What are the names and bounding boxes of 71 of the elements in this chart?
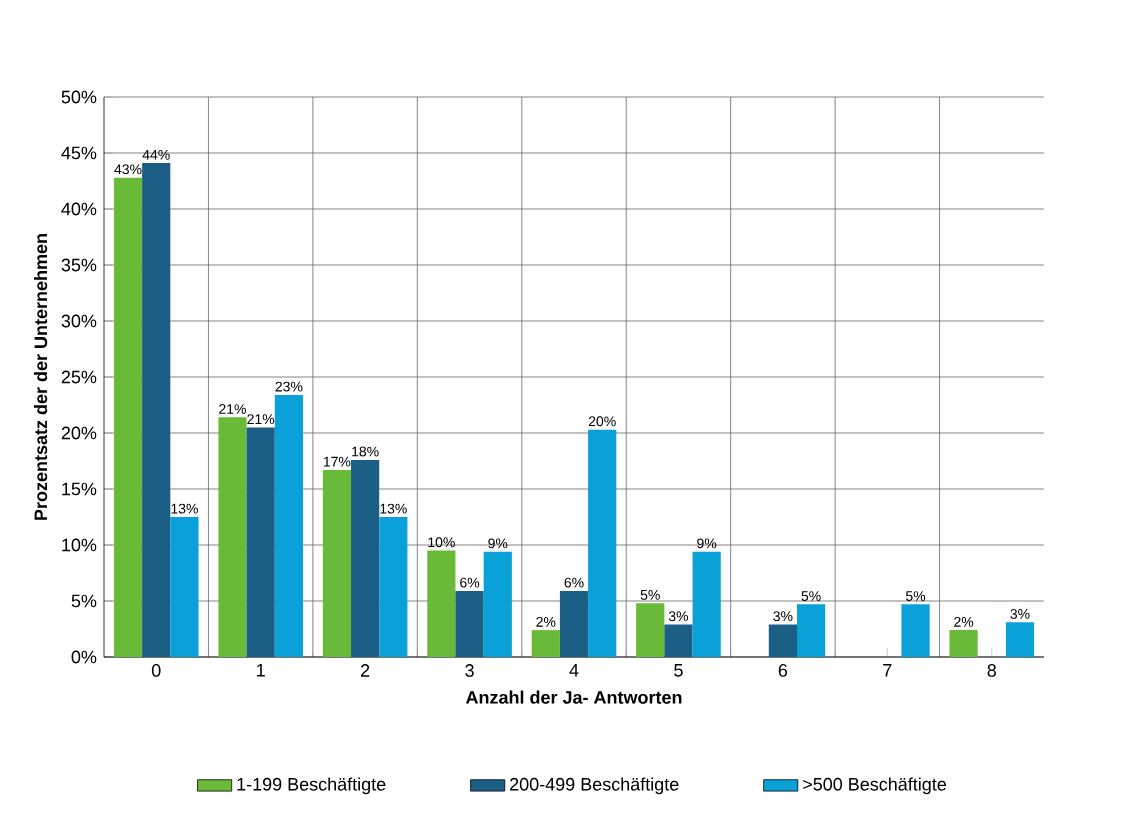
- data-label: 5%: [801, 591, 821, 601]
- y-tick-label: 30%: [61, 314, 97, 328]
- bar: [1005, 622, 1035, 657]
- bar: [170, 517, 199, 657]
- bar: [768, 624, 797, 657]
- bar: [218, 417, 247, 657]
- bar: [531, 630, 560, 657]
- data-label: 13%: [380, 503, 407, 514]
- data-label: 21%: [219, 404, 246, 414]
- bar: [949, 630, 978, 657]
- data-label: 17%: [323, 456, 351, 467]
- legend-label: 200-499 Beschäftigte: [510, 777, 679, 795]
- y-tick-label: 10%: [62, 538, 97, 552]
- legend-label: >500 Beschäftigte: [803, 777, 947, 795]
- data-label: 2%: [954, 616, 974, 627]
- data-label: 44%: [142, 149, 170, 160]
- x-tick-label: 3: [465, 664, 474, 677]
- data-label: 23%: [275, 381, 303, 392]
- x-tick-label: 1: [257, 664, 265, 677]
- legend-label: 1-199 Beschäftigte: [237, 777, 386, 795]
- y-tick-label: 45%: [61, 146, 97, 160]
- data-label: 9%: [488, 538, 508, 549]
- bar: [427, 550, 456, 657]
- x-tick-label: 4: [569, 664, 579, 677]
- y-tick-label: 20%: [61, 426, 97, 440]
- y-tick-label: 25%: [61, 370, 97, 384]
- x-tick-label: 8: [987, 664, 996, 677]
- x-tick-label: 5: [674, 664, 683, 677]
- bar: [455, 590, 484, 657]
- y-tick-label: 5%: [71, 594, 97, 608]
- y-axis-title: Prozentsatz der der Unternehmen: [33, 234, 48, 520]
- data-label: 43%: [114, 164, 142, 175]
- bar: [113, 177, 143, 657]
- data-label: 6%: [564, 577, 584, 588]
- y-tick-label: 15%: [62, 482, 97, 496]
- bar: [322, 469, 352, 657]
- bar: [351, 459, 380, 657]
- x-tick-label: 0: [151, 664, 161, 677]
- data-label: 9%: [697, 538, 717, 549]
- bar: [636, 603, 665, 657]
- bar: [559, 590, 589, 657]
- data-label: 5%: [640, 590, 660, 600]
- bar: [246, 427, 275, 657]
- bar: [379, 517, 408, 657]
- y-tick-label: 0%: [71, 650, 97, 664]
- x-tick-label: 7: [883, 664, 892, 677]
- y-tick-label: 40%: [61, 202, 97, 216]
- data-label: 10%: [428, 537, 455, 548]
- data-label: 5%: [905, 591, 926, 601]
- data-label: 3%: [1010, 608, 1030, 619]
- data-label: 13%: [171, 503, 198, 514]
- data-label: 3%: [668, 611, 689, 622]
- x-tick-label: 2: [361, 664, 370, 677]
- data-label: 21%: [247, 414, 275, 425]
- bar: [483, 551, 512, 657]
- bar: [274, 394, 303, 657]
- data-label: 20%: [588, 416, 616, 427]
- y-tick-label: 50%: [61, 90, 97, 104]
- y-tick-label: 35%: [61, 258, 97, 272]
- bar: [901, 604, 930, 657]
- bar: [692, 551, 721, 657]
- data-label: 6%: [460, 577, 480, 588]
- data-label: 18%: [352, 446, 379, 457]
- bar: [797, 604, 826, 657]
- data-label: 3%: [773, 611, 793, 622]
- bar: [142, 163, 171, 657]
- x-axis-title: Anzahl der Ja- Antworten: [465, 690, 682, 704]
- bar: [588, 429, 617, 657]
- data-label: 2%: [536, 616, 556, 627]
- bar: [664, 624, 693, 657]
- x-tick-label: 6: [778, 664, 788, 677]
